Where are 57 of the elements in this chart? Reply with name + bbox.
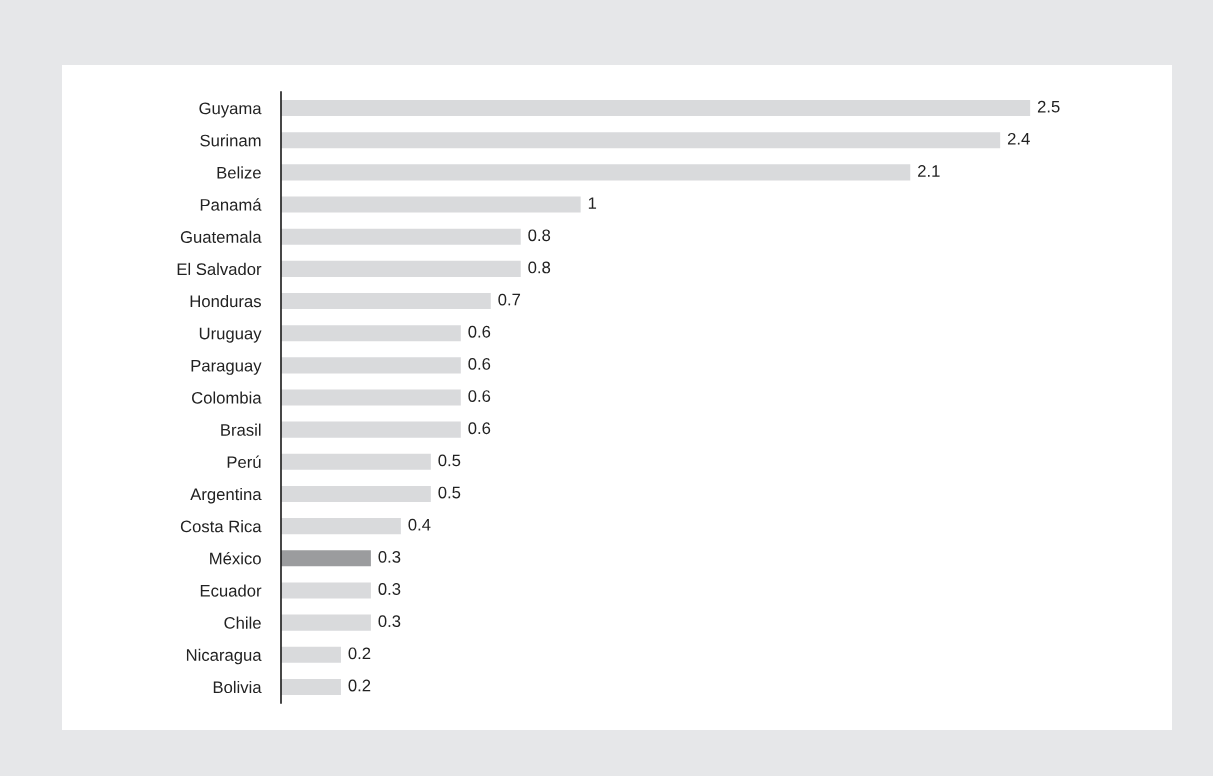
bar [281,453,431,470]
y-tick-label: Belize [217,166,261,179]
y-tick-label: Colombia [192,391,262,404]
data-label: 0.2 [348,647,371,660]
y-tick-label: Ecuador [200,584,262,597]
data-label: 0.6 [468,390,491,402]
data-label: 0.7 [498,293,521,306]
bar [281,421,461,438]
bar [281,100,1031,117]
bar [281,646,341,663]
bar [281,228,521,245]
data-label: 0.3 [378,615,401,628]
bar [281,292,491,310]
y-tick-label: El Salvador [177,262,262,276]
data-label: 0.4 [408,518,431,531]
data-label: 0.3 [378,550,401,563]
data-label: 2.5 [1037,100,1060,113]
bar [281,132,1001,149]
y-tick-label: Surinam [200,134,261,147]
y-tick-label: Paraguay [191,359,262,375]
y-tick-label: Brasil [221,423,261,436]
y-tick-label: Chile [224,616,261,629]
bar [281,518,401,535]
bar [281,678,341,695]
data-label: 0.5 [438,454,461,467]
y-tick-label: Honduras [190,294,261,308]
y-tick-label: Nicaragua [186,648,262,665]
data-label: 0.5 [438,486,461,499]
y-tick-label: Uruguay [199,327,262,343]
bar [281,485,431,503]
data-label: 2.4 [1007,132,1030,145]
y-tick-label: Costa Rica [180,520,262,533]
data-label: 0.6 [468,422,491,435]
bar [281,196,581,213]
data-label: 0.6 [468,358,491,370]
bar [281,614,371,631]
y-tick-label: Argentina [190,487,262,504]
data-label: 1 [588,197,597,209]
bar [281,164,911,181]
y-tick-label: Perú [227,455,261,469]
data-label: 0.6 [468,325,491,338]
data-label: 2.1 [918,165,940,177]
data-label: 0.8 [528,261,551,274]
bar [281,260,521,277]
y-tick-label: México [210,552,261,565]
bar [281,582,371,599]
data-label: 0.2 [348,679,371,692]
y-tick-label: Guyama [199,102,262,118]
data-label: 0.8 [528,229,551,242]
y-tick-label: Panamá [200,198,262,211]
bar [281,389,461,406]
bar [281,357,461,374]
bar [281,325,461,342]
data-label: 0.3 [378,583,401,595]
y-tick-label: Guatemala [180,230,262,243]
bar [281,550,371,567]
y-tick-label: Bolivia [213,680,262,694]
